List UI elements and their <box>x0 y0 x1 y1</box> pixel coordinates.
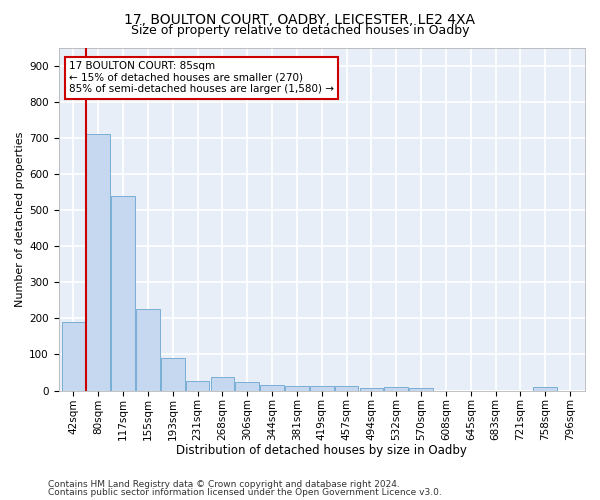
X-axis label: Distribution of detached houses by size in Oadby: Distribution of detached houses by size … <box>176 444 467 458</box>
Bar <box>335 386 358 390</box>
Bar <box>533 388 557 390</box>
Bar <box>310 386 334 390</box>
Bar <box>161 358 185 390</box>
Bar <box>86 134 110 390</box>
Bar <box>136 310 160 390</box>
Bar <box>186 381 209 390</box>
Y-axis label: Number of detached properties: Number of detached properties <box>15 132 25 306</box>
Bar <box>385 387 408 390</box>
Bar <box>111 196 135 390</box>
Text: Size of property relative to detached houses in Oadby: Size of property relative to detached ho… <box>131 24 469 37</box>
Text: 17 BOULTON COURT: 85sqm
← 15% of detached houses are smaller (270)
85% of semi-d: 17 BOULTON COURT: 85sqm ← 15% of detache… <box>69 61 334 94</box>
Text: Contains HM Land Registry data © Crown copyright and database right 2024.: Contains HM Land Registry data © Crown c… <box>48 480 400 489</box>
Text: Contains public sector information licensed under the Open Government Licence v3: Contains public sector information licen… <box>48 488 442 497</box>
Bar <box>211 377 234 390</box>
Bar <box>285 386 309 390</box>
Text: 17, BOULTON COURT, OADBY, LEICESTER, LE2 4XA: 17, BOULTON COURT, OADBY, LEICESTER, LE2… <box>125 12 476 26</box>
Bar <box>260 385 284 390</box>
Bar <box>235 382 259 390</box>
Bar <box>62 322 85 390</box>
Bar <box>409 388 433 390</box>
Bar <box>359 388 383 390</box>
